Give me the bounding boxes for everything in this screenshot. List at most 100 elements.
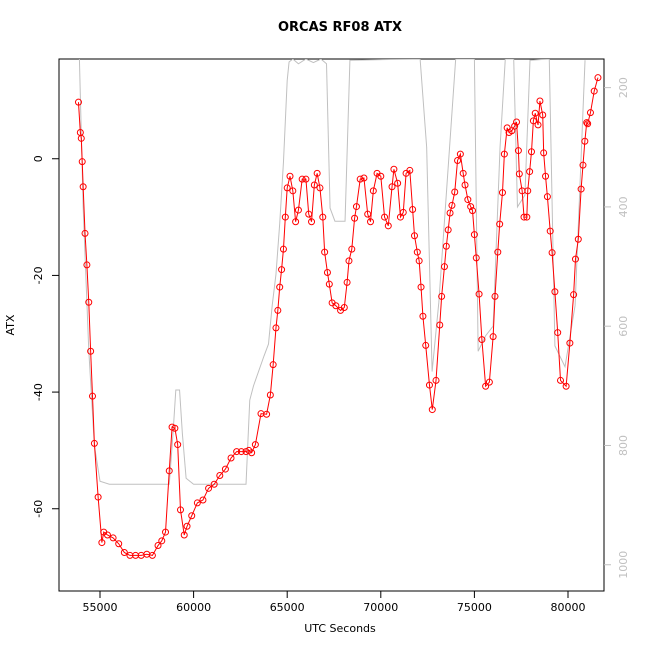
data-point	[193, 499, 201, 507]
x-tick-label: 60000	[176, 601, 211, 614]
data-point	[571, 255, 579, 263]
data-point	[448, 201, 456, 209]
data-point	[520, 213, 528, 221]
data-point	[115, 540, 123, 548]
data-point	[594, 74, 602, 82]
data-point	[369, 187, 377, 195]
data-point	[570, 291, 578, 299]
data-point	[491, 292, 499, 300]
data-point	[210, 480, 218, 488]
data-point	[286, 172, 294, 180]
y-tick-label: 0	[32, 155, 45, 162]
data-point	[574, 235, 582, 243]
data-point	[345, 257, 353, 265]
y2-tick-label: 800	[617, 435, 630, 456]
x-tick-label: 80000	[551, 601, 586, 614]
data-point	[319, 213, 327, 221]
data-point	[425, 381, 433, 389]
data-point	[81, 229, 89, 237]
data-point	[251, 441, 259, 449]
data-point	[581, 137, 589, 145]
data-point	[310, 181, 318, 189]
data-point	[485, 378, 493, 386]
data-point	[546, 227, 554, 235]
data-point	[583, 119, 591, 127]
data-point	[289, 187, 297, 195]
data-point	[332, 302, 340, 310]
data-point	[165, 467, 173, 475]
data-point	[154, 542, 162, 549]
data-point	[524, 187, 532, 195]
data-point	[413, 248, 421, 256]
data-point	[531, 109, 539, 117]
data-point	[543, 193, 551, 201]
data-point	[313, 169, 321, 177]
data-point	[511, 122, 519, 130]
data-point	[390, 165, 398, 173]
data-point	[276, 283, 284, 291]
data-point	[158, 537, 166, 545]
data-point	[388, 183, 396, 191]
data-point	[417, 283, 425, 291]
data-point	[325, 280, 333, 288]
data-point	[540, 149, 548, 157]
x-tick-label: 65000	[270, 601, 305, 614]
data-point	[534, 121, 542, 129]
data-point	[496, 220, 504, 228]
data-point	[381, 213, 389, 221]
data-point	[180, 531, 188, 539]
data-point	[233, 448, 241, 456]
data-point	[266, 391, 274, 399]
data-point	[148, 551, 156, 559]
data-point	[551, 288, 559, 296]
data-point	[308, 218, 316, 226]
data-point	[419, 312, 427, 320]
data-point	[281, 213, 289, 221]
x-tick-label: 70000	[363, 601, 398, 614]
data-point	[409, 206, 417, 213]
data-point	[279, 245, 287, 253]
data-point	[539, 111, 547, 119]
data-point	[566, 339, 574, 347]
x-tick-label: 75000	[457, 601, 492, 614]
data-point	[590, 87, 598, 95]
data-point	[294, 206, 302, 214]
data-point	[440, 263, 448, 271]
data-point	[422, 341, 430, 349]
data-point	[494, 248, 502, 256]
data-point	[584, 120, 592, 128]
data-point	[283, 184, 291, 192]
data-point	[94, 493, 102, 501]
data-point	[298, 175, 306, 183]
data-point	[74, 98, 82, 106]
data-point	[89, 392, 97, 400]
data-point	[83, 261, 91, 269]
data-point	[87, 347, 95, 355]
data-point	[278, 266, 286, 274]
data-point	[79, 183, 87, 191]
data-point	[343, 278, 351, 286]
data-point	[513, 118, 521, 126]
data-point	[489, 333, 497, 341]
x-tick-label: 55000	[82, 601, 117, 614]
data-point	[316, 184, 324, 192]
data-point	[272, 324, 280, 332]
data-point	[227, 454, 235, 462]
y2-tick-label: 1000	[617, 551, 630, 579]
data-point	[498, 189, 506, 197]
data-point	[377, 172, 385, 180]
data-point	[542, 172, 550, 180]
data-point	[470, 231, 478, 239]
data-point	[464, 196, 472, 204]
data-point	[321, 248, 329, 256]
data-point	[356, 175, 364, 183]
y2-tick-label: 400	[617, 196, 630, 217]
data-point	[536, 97, 544, 105]
data-point	[428, 406, 436, 414]
data-point	[526, 168, 534, 176]
chart-title: ORCAS RF08 ATX	[278, 20, 402, 35]
data-point	[415, 257, 423, 265]
data-point	[478, 336, 486, 344]
data-point	[444, 226, 452, 234]
